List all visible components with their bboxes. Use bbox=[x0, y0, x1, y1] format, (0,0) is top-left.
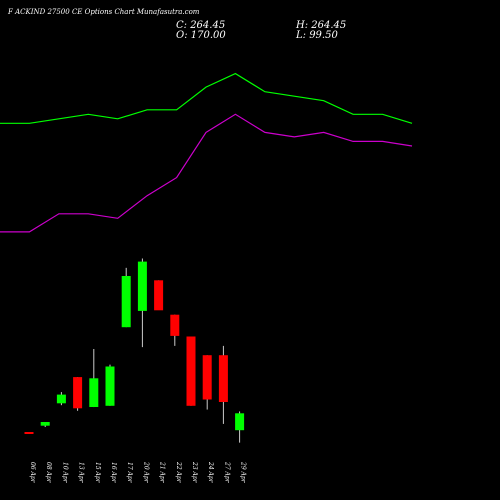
candle-down bbox=[218, 355, 228, 402]
candle-up bbox=[40, 422, 50, 426]
high-value: H: 264.45 bbox=[296, 20, 347, 31]
low-value: L: 99.50 bbox=[296, 30, 338, 41]
candle-up bbox=[89, 378, 99, 407]
candle-down bbox=[24, 432, 34, 434]
x-tick-label: 17 Apr bbox=[126, 462, 133, 484]
candle-up bbox=[137, 261, 147, 311]
open-value: O: 170.00 bbox=[176, 30, 226, 41]
x-tick-label: 20 Apr bbox=[142, 461, 149, 484]
x-tick-label: 08 Apr bbox=[45, 462, 52, 484]
candle-down bbox=[170, 314, 180, 336]
x-tick-label: 13 Apr bbox=[78, 462, 85, 484]
indicator-line-magenta bbox=[0, 113, 413, 233]
candle-up bbox=[56, 394, 66, 404]
candle-up bbox=[105, 366, 115, 406]
candle-down bbox=[73, 377, 83, 409]
candle-up bbox=[235, 413, 245, 431]
x-axis-ticks: 06 Apr 08 Apr 10 Apr 13 Apr 15 Apr 16 Apr 17 A… bbox=[29, 461, 247, 484]
x-tick-label: 21 Apr bbox=[159, 461, 166, 484]
candles bbox=[24, 258, 245, 443]
indicator-line-green bbox=[0, 72, 413, 124]
candle-up bbox=[121, 276, 131, 328]
x-tick-label: 23 Apr bbox=[191, 461, 198, 484]
x-tick-label: 16 Apr bbox=[110, 462, 117, 484]
close-value: C: 264.45 bbox=[176, 20, 226, 31]
candle-down bbox=[202, 355, 212, 400]
candle-down bbox=[186, 336, 196, 406]
x-tick-label: 22 Apr bbox=[175, 461, 182, 484]
x-tick-label: 10 Apr bbox=[61, 462, 68, 484]
chart-title: F ACKIND 27500 CE Options Chart Munafasu… bbox=[8, 8, 200, 16]
x-tick-label: 15 Apr bbox=[94, 462, 101, 484]
x-tick-label: 27 Apr bbox=[223, 461, 230, 484]
x-tick-label: 24 Apr bbox=[207, 461, 214, 484]
indicator-lines bbox=[0, 72, 413, 233]
x-tick-label: 29 Apr bbox=[240, 461, 247, 484]
candle-down bbox=[154, 280, 164, 311]
x-tick-label: 06 Apr bbox=[29, 462, 36, 484]
